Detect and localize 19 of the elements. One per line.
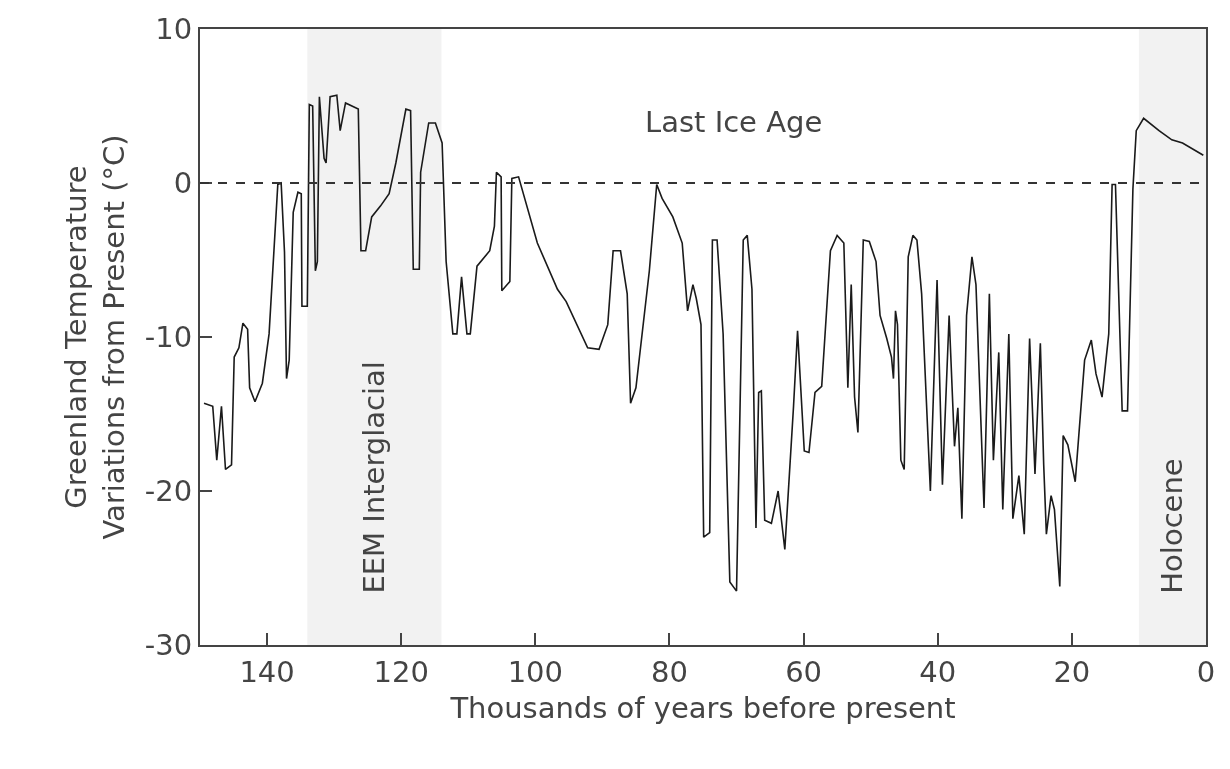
x-tick-label: 120 bbox=[373, 654, 429, 689]
x-tick-label: 100 bbox=[507, 654, 564, 689]
x-axis-title: Thousands of years before present bbox=[449, 691, 956, 726]
x-tick-label: 80 bbox=[651, 654, 688, 689]
y-tick-label: -10 bbox=[144, 320, 193, 355]
line-series bbox=[203, 94, 1205, 592]
x-tick-label: 40 bbox=[919, 654, 957, 689]
y-tick-label: 10 bbox=[155, 12, 193, 47]
y-tick-label: 0 bbox=[173, 166, 193, 201]
y-tick-label: -30 bbox=[144, 628, 193, 663]
y-tick-label: -20 bbox=[144, 474, 193, 509]
annotation: Last Ice Age bbox=[645, 105, 823, 139]
x-tick-label: 60 bbox=[785, 654, 823, 689]
band-label: EEM Interglacial bbox=[357, 361, 392, 594]
y-axis-title: Greenland Temperature Variations from Present (°C) bbox=[58, 134, 131, 540]
x-tick-label: 0 bbox=[1196, 654, 1216, 689]
x-tick-label: 20 bbox=[1053, 654, 1091, 689]
band-label: Holocene bbox=[1155, 458, 1190, 594]
x-tick-label: 140 bbox=[239, 654, 295, 689]
